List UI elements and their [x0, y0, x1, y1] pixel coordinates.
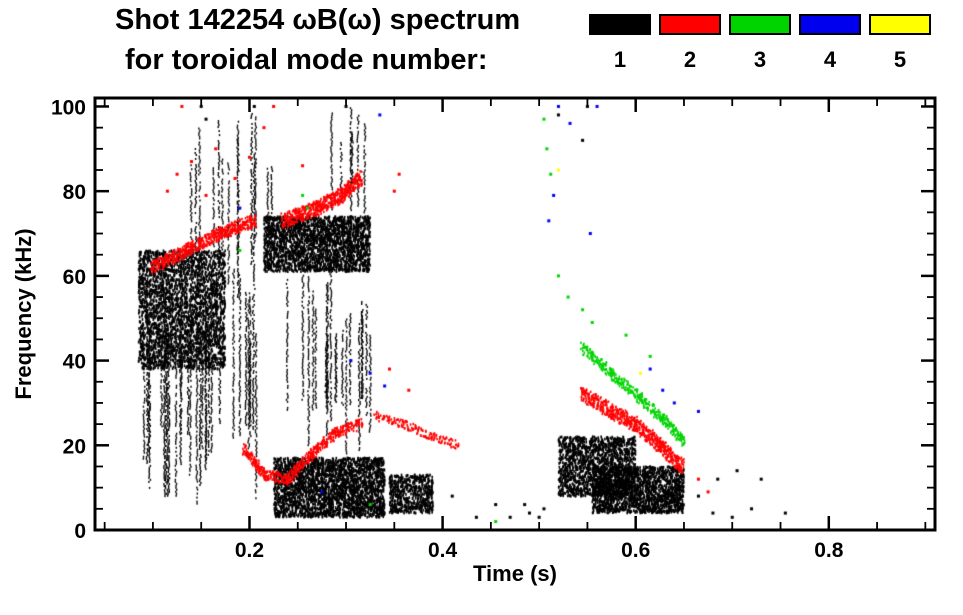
- legend-swatch-3: [725, 14, 795, 35]
- legend-number-4: 4: [823, 47, 837, 72]
- svg-text:40: 40: [63, 351, 86, 374]
- y-axis-label: Frequency (kHz): [11, 228, 36, 400]
- legend-swatch-5: [865, 14, 935, 35]
- legend-swatch-color-1: [589, 14, 651, 35]
- svg-text:20: 20: [63, 435, 86, 458]
- chart-title: Shot 142254 ωB(ω) spectrum: [115, 4, 521, 36]
- svg-text:0.6: 0.6: [621, 539, 650, 562]
- legend-number-5: 5: [893, 47, 907, 72]
- svg-text:0.8: 0.8: [814, 539, 844, 562]
- legend-swatch-color-2: [659, 14, 721, 35]
- legend-swatch-2: [655, 14, 725, 35]
- x-axis-label: Time (s): [473, 561, 557, 586]
- legend-number-3: 3: [753, 47, 767, 72]
- legend-swatch-1: [585, 14, 655, 35]
- svg-text:80: 80: [63, 181, 86, 204]
- svg-text:0.2: 0.2: [235, 539, 264, 562]
- chart-subtitle: for toroidal mode number:: [125, 44, 488, 76]
- svg-text:0: 0: [74, 520, 86, 543]
- legend-number-1: 1: [613, 47, 627, 72]
- svg-text:100: 100: [51, 96, 86, 119]
- legend-swatch-color-4: [799, 14, 861, 35]
- legend-swatch-color-5: [869, 14, 931, 35]
- legend-swatches: [585, 14, 935, 35]
- legend-numbers: 1 2 3 4 5: [585, 47, 935, 73]
- legend-number-2: 2: [683, 47, 697, 72]
- legend-swatch-4: [795, 14, 865, 35]
- legend-swatch-color-3: [729, 14, 791, 35]
- svg-text:0.4: 0.4: [428, 539, 458, 562]
- spectrogram-canvas: [95, 98, 935, 530]
- svg-text:60: 60: [63, 266, 86, 289]
